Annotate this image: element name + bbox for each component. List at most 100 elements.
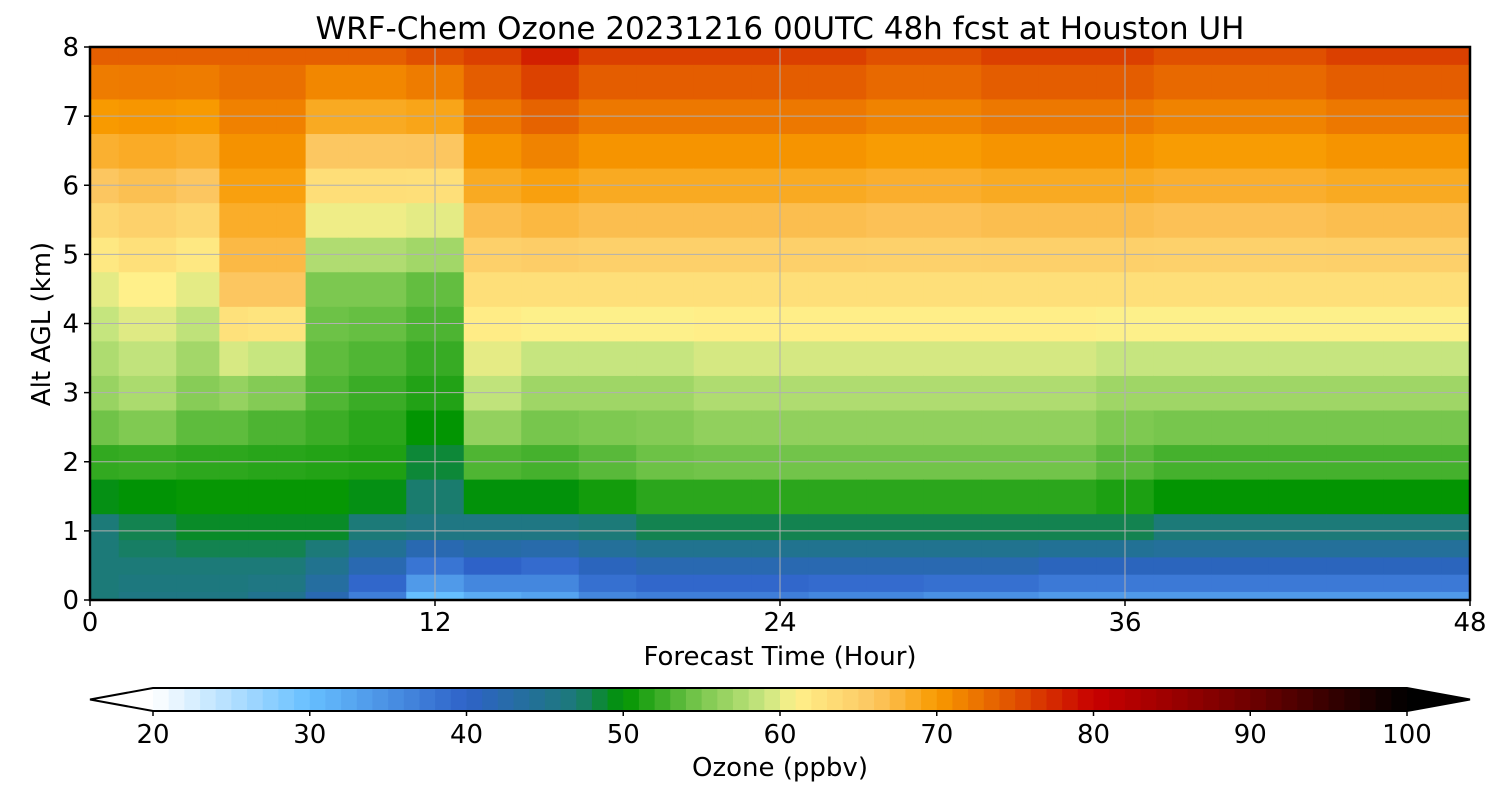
ozone-cell	[693, 47, 752, 65]
colorbar-bin	[513, 688, 530, 711]
ozone-cell	[923, 47, 982, 65]
ozone-cell	[118, 409, 177, 446]
ozone-cell	[118, 202, 177, 238]
ozone-cell	[463, 64, 522, 100]
ozone-cell	[1441, 513, 1470, 541]
ozone-cell	[219, 47, 249, 65]
colorbar-bin	[748, 688, 765, 711]
ozone-cell	[1153, 591, 1212, 600]
ozone-cell	[305, 556, 350, 575]
ozone-cell	[578, 202, 637, 238]
ozone-cell	[808, 133, 867, 169]
ozone-cell	[636, 539, 695, 558]
ozone-cell	[1038, 556, 1097, 575]
ozone-cell	[248, 409, 278, 446]
colorbar-bin	[1281, 688, 1298, 711]
ozone-cell	[305, 340, 350, 376]
ozone-cell	[90, 202, 120, 238]
ozone-cell	[348, 340, 407, 376]
ozone-cell	[636, 591, 695, 600]
colorbar-bin	[1093, 688, 1110, 711]
ozone-cell	[1441, 47, 1470, 65]
ozone-cell	[90, 409, 120, 446]
ozone-cell	[1441, 409, 1470, 446]
ozone-cell	[276, 64, 307, 100]
ozone-cell	[866, 409, 925, 446]
colorbar-bin	[685, 688, 703, 711]
ozone-cell	[1038, 574, 1097, 592]
ozone-cell	[348, 133, 407, 169]
ozone-cell	[693, 340, 752, 376]
ozone-cell	[1383, 479, 1442, 515]
ozone-cell	[981, 271, 1040, 307]
colorbar-bin	[450, 688, 467, 711]
colorbar-bin	[1297, 688, 1314, 711]
ozone-cell	[1211, 539, 1270, 558]
ozone-cell	[463, 409, 522, 446]
ozone-cell	[348, 479, 407, 515]
ozone-cell	[866, 271, 925, 307]
ozone-cell	[1153, 539, 1212, 558]
ozone-cell	[463, 591, 522, 600]
ozone-cell	[1441, 479, 1470, 515]
ozone-cell	[219, 202, 249, 238]
colorbar-bin	[1015, 688, 1032, 711]
ozone-cell	[90, 47, 120, 65]
ozone-cell	[693, 409, 752, 446]
ozone-cell	[219, 556, 249, 575]
ozone-cell	[1441, 539, 1470, 558]
colorbar-bin	[1218, 688, 1236, 711]
ozone-cell	[176, 202, 220, 238]
ozone-cell	[1153, 271, 1212, 307]
ozone-cell	[1211, 513, 1270, 541]
ozone-cell	[118, 64, 177, 100]
ozone-cell	[1268, 133, 1327, 169]
colorbar-bin	[1171, 688, 1189, 711]
ozone-cell	[248, 47, 278, 65]
colorbar-bin	[921, 688, 938, 711]
ozone-cell	[1326, 479, 1385, 515]
ozone-cell	[521, 202, 580, 238]
ozone-cell	[808, 556, 867, 575]
ozone-cell	[981, 340, 1040, 376]
ozone-cell	[248, 539, 278, 558]
grid-lines	[90, 47, 1470, 600]
ozone-cell	[118, 479, 177, 515]
colorbar-bin	[560, 688, 577, 711]
ozone-cell	[1383, 133, 1442, 169]
ozone-cell	[521, 133, 580, 169]
ozone-cell	[176, 133, 220, 169]
ozone-cell	[866, 556, 925, 575]
ozone-cell	[248, 340, 278, 376]
ozone-cell	[463, 47, 522, 65]
colorbar-bin	[403, 688, 420, 711]
ozone-cell	[305, 574, 350, 592]
ozone-cell	[1038, 202, 1097, 238]
ozone-cell	[923, 574, 982, 592]
y-tick-label: 4	[62, 310, 79, 340]
ozone-cell	[923, 64, 982, 100]
ozone-cell	[981, 556, 1040, 575]
ozone-cell	[578, 574, 637, 592]
ozone-cell	[463, 539, 522, 558]
ozone-cell	[808, 539, 867, 558]
colorbar-bin	[231, 688, 248, 711]
ozone-cell	[1268, 47, 1327, 65]
colorbar-bin	[858, 688, 875, 711]
ozone-cell	[981, 133, 1040, 169]
ozone-cell	[1383, 574, 1442, 592]
ozone-cell	[981, 574, 1040, 592]
ozone-cell	[348, 202, 407, 238]
ozone-cell	[1326, 591, 1385, 600]
colorbar-extend-low	[90, 688, 153, 711]
ozone-cell	[176, 556, 220, 575]
ozone-cell	[219, 340, 249, 376]
y-tick-label: 3	[62, 379, 79, 409]
ozone-cell	[693, 479, 752, 515]
colorbar-bin	[968, 688, 985, 711]
x-tick-label: 24	[763, 608, 796, 638]
ozone-cell	[808, 409, 867, 446]
x-tick-label: 48	[1453, 608, 1486, 638]
ozone-cell	[1441, 591, 1470, 600]
ozone-cell	[981, 64, 1040, 100]
